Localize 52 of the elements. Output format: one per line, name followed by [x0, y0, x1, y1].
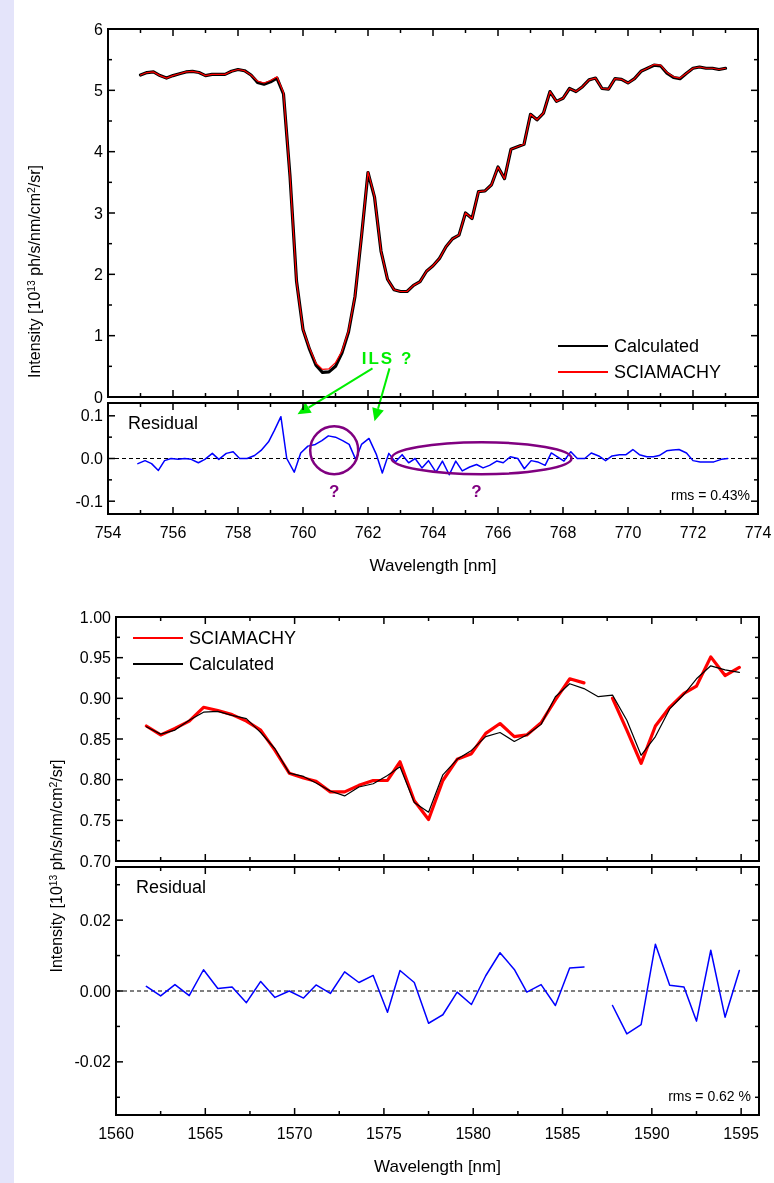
x-tick-label: 768	[549, 524, 577, 541]
y-tick-label: 1.00	[79, 608, 112, 626]
x-tick-label: 758	[224, 524, 252, 541]
y-tick-label: 0.70	[79, 852, 112, 870]
legend-label: Calculated	[189, 654, 275, 675]
x-tick-label: 754	[94, 524, 122, 541]
y-tick-label: 0.75	[79, 811, 112, 829]
y-tick-label: 0.1	[80, 407, 104, 425]
x-tick-label: 1570	[276, 1125, 313, 1142]
legend-label: Calculated	[614, 336, 700, 357]
y-tick-label: 0.95	[79, 649, 112, 667]
annotation: rms = 0.43%	[671, 487, 750, 503]
y-tick-label: 5	[94, 81, 104, 99]
y-tick-label: 2	[94, 265, 104, 283]
y-tick-label: 0.0	[80, 450, 104, 468]
annotation: Residual	[128, 413, 199, 433]
y-tick-label: 0.80	[79, 771, 112, 789]
x-tick-label: 1580	[455, 1125, 492, 1142]
x-tick-label: 770	[614, 524, 642, 541]
x-axis-title: Wavelength [nm]	[369, 556, 497, 575]
x-tick-label: 1565	[187, 1125, 224, 1142]
x-axis-title: Wavelength [nm]	[374, 1157, 501, 1176]
x-tick-label: 756	[159, 524, 187, 541]
x-tick-label: 772	[679, 524, 707, 541]
y-tick-label: -0.02	[74, 1053, 112, 1071]
x-tick-label: 1560	[98, 1125, 134, 1142]
legend-label: SCIAMACHY	[614, 362, 722, 383]
legend-label: SCIAMACHY	[189, 628, 297, 649]
x-tick-label: 766	[484, 524, 512, 541]
y-tick-label: 0.00	[79, 982, 112, 1000]
x-tick-label: 774	[744, 524, 772, 541]
x-tick-label: 1590	[634, 1125, 670, 1142]
x-tick-label: 764	[419, 524, 447, 541]
annotation: ILS ?	[361, 349, 414, 369]
y-tick-label: 0.02	[79, 911, 112, 929]
y-tick-label: 0.90	[79, 689, 112, 707]
x-tick-label: 762	[354, 524, 382, 541]
annotation: Residual	[136, 877, 207, 897]
y-tick-label: 1	[94, 327, 104, 345]
y-tick-label: 0.85	[79, 730, 112, 748]
y-tick-label: 0	[94, 388, 104, 406]
x-tick-label: 1575	[366, 1125, 402, 1142]
x-tick-label: 1595	[723, 1125, 760, 1142]
y-tick-label: 4	[94, 143, 104, 161]
x-tick-label: 760	[289, 524, 317, 541]
annotation: rms = 0.62 %	[668, 1088, 751, 1104]
annotation: ?	[471, 482, 482, 502]
x-tick-label: 1585	[544, 1125, 581, 1142]
y-tick-label: 6	[94, 20, 104, 38]
y-tick-label: 3	[94, 204, 104, 222]
y-tick-label: -0.1	[75, 492, 104, 510]
annotation: ?	[329, 482, 340, 502]
